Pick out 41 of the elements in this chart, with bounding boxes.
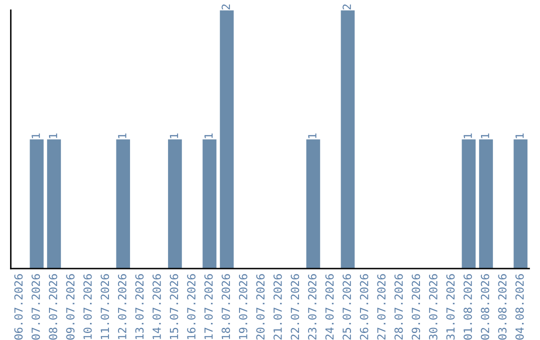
data-label: 2 xyxy=(342,4,351,10)
x-tick-label: 17.07.2026 xyxy=(204,274,213,340)
x-tick-label: 14.07.2026 xyxy=(152,274,161,340)
data-label: 1 xyxy=(48,133,58,138)
x-tick-label: 11.07.2026 xyxy=(100,274,110,340)
data-label: 1 xyxy=(170,133,178,138)
data-label: 1 xyxy=(464,133,472,138)
data-label: 1 xyxy=(308,133,316,138)
x-tick-label: 06.07.2026 xyxy=(14,274,23,340)
x-tick-label: 20.07.2026 xyxy=(256,274,265,340)
x-tick-label: 16.07.2026 xyxy=(187,274,196,340)
x-tick-label: 19.07.2026 xyxy=(238,274,248,340)
data-label: 2 xyxy=(222,4,230,10)
x-tick-label: 02.08.2026 xyxy=(480,274,490,340)
data-label: 1 xyxy=(516,133,524,138)
data-label: 1 xyxy=(32,133,40,138)
x-tick-label: 27.07.2026 xyxy=(377,274,386,340)
x-tick-label: 04.08.2026 xyxy=(515,274,524,340)
x-tick-label: 29.07.2026 xyxy=(412,274,420,340)
x-tick-label: 21.07.2026 xyxy=(273,274,282,340)
x-tick-label: 15.07.2026 xyxy=(170,274,178,340)
x-tick-label: 25.07.2026 xyxy=(342,274,352,340)
x-tick-label: 01.08.2026 xyxy=(464,274,472,340)
x-tick-label: 09.07.2026 xyxy=(66,274,75,340)
x-tick-label: 07.07.2026 xyxy=(32,274,40,340)
x-tick-label: 10.07.2026 xyxy=(83,274,92,340)
x-tick-label: 24.07.2026 xyxy=(325,274,334,340)
data-label: 1 xyxy=(204,133,213,138)
x-tick-label: 03.08.2026 xyxy=(498,274,507,340)
data-label: 1 xyxy=(118,133,126,138)
x-tick-label: 18.07.2026 xyxy=(222,274,230,340)
x-tick-label: 23.07.2026 xyxy=(308,274,316,340)
x-tick-label: 12.07.2026 xyxy=(118,274,126,340)
x-tick-label: 28.07.2026 xyxy=(394,274,403,340)
x-tick-label: 22.07.2026 xyxy=(290,274,300,340)
x-tick-label: 26.07.2026 xyxy=(360,274,368,340)
x-tick-label: 30.07.2026 xyxy=(429,274,438,340)
x-tick-label: 13.07.2026 xyxy=(135,274,144,340)
data-label: 1 xyxy=(480,133,490,138)
x-tick-label: 31.07.2026 xyxy=(446,274,455,340)
x-tick-label: 08.07.2026 xyxy=(48,274,58,340)
